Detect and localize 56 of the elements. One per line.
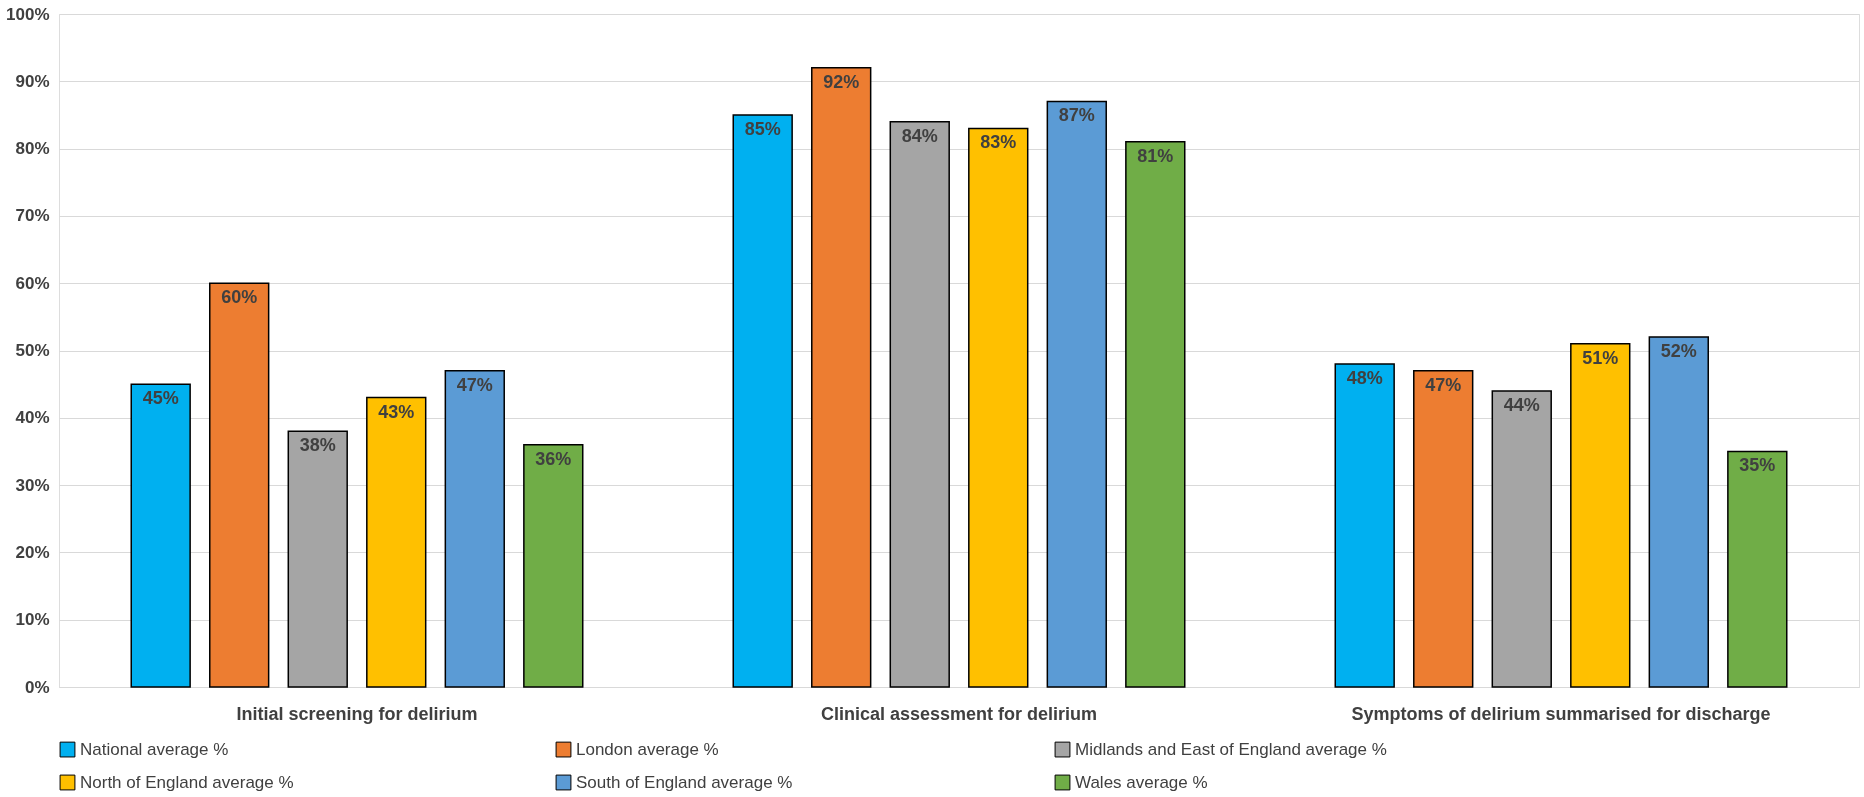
- data-label: 81%: [1137, 145, 1174, 166]
- x-tick-label: Symptoms of delirium summarised for discharge: [1351, 703, 1771, 724]
- legend-label: South of England average %: [576, 772, 793, 792]
- bar: [287, 430, 348, 688]
- data-label: 44%: [1503, 394, 1540, 415]
- y-tick-label: 60%: [15, 273, 50, 293]
- data-label: 36%: [535, 448, 572, 469]
- bar: [889, 120, 950, 688]
- legend-label: London average %: [576, 739, 719, 759]
- x-tick-label: Initial screening for delirium: [236, 703, 478, 724]
- legend-label: Midlands and East of England average %: [1075, 739, 1387, 759]
- x-tick-label: Clinical assessment for delirium: [820, 703, 1098, 724]
- data-label: 38%: [299, 435, 336, 456]
- bar: [1727, 450, 1788, 688]
- data-label: 85%: [744, 118, 781, 139]
- data-label: 45%: [142, 388, 179, 409]
- y-tick-label: 40%: [15, 408, 50, 428]
- data-label: 35%: [1739, 455, 1776, 476]
- legend-label: North of England average %: [80, 772, 294, 792]
- bar: [130, 383, 191, 688]
- data-label: 48%: [1346, 367, 1383, 388]
- data-label: 43%: [378, 401, 415, 422]
- bar: [1648, 336, 1709, 688]
- legend-label: National average %: [80, 739, 229, 759]
- bar: [1570, 343, 1631, 688]
- bar: [1334, 363, 1395, 688]
- bar: [732, 114, 793, 688]
- data-label: 83%: [980, 132, 1017, 153]
- data-label: 87%: [1058, 105, 1095, 126]
- y-tick-label: 90%: [15, 71, 50, 91]
- y-tick-label: 30%: [15, 475, 50, 495]
- data-label: 52%: [1660, 341, 1697, 362]
- bar: [209, 282, 270, 688]
- y-tick-label: 70%: [15, 206, 50, 226]
- bar: [1413, 369, 1474, 688]
- bar: [1125, 141, 1186, 688]
- y-tick-label: 80%: [15, 139, 50, 159]
- bar: [523, 443, 584, 688]
- y-tick-label: 0%: [24, 677, 50, 697]
- y-tick-label: 10%: [15, 610, 50, 630]
- data-label: 47%: [1425, 374, 1462, 395]
- data-label: 92%: [823, 71, 860, 92]
- y-tick-label: 100%: [6, 4, 50, 24]
- bar: [811, 67, 872, 688]
- bar: [366, 396, 427, 688]
- bar: [444, 369, 505, 688]
- data-label: 84%: [901, 125, 938, 146]
- data-label: 47%: [456, 374, 493, 395]
- data-label: 60%: [221, 287, 258, 308]
- bar: [1491, 390, 1552, 688]
- bar: [968, 127, 1029, 688]
- y-tick-label: 20%: [15, 542, 50, 562]
- legend-label: Wales average %: [1075, 772, 1208, 792]
- bar: [1046, 100, 1107, 688]
- data-label: 51%: [1582, 347, 1619, 368]
- y-tick-label: 50%: [15, 341, 50, 360]
